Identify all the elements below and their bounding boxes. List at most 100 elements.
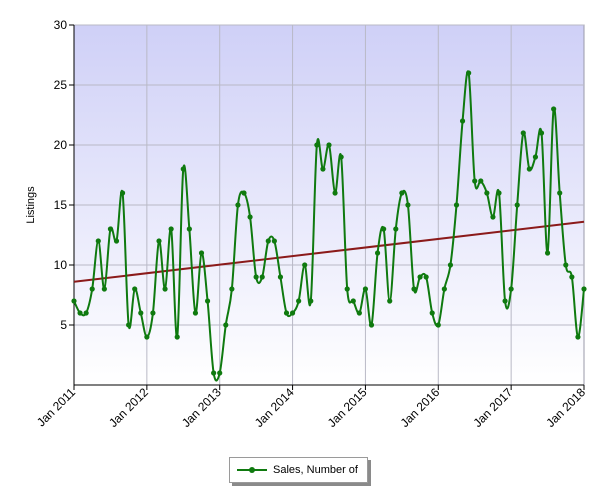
data-point — [71, 298, 77, 304]
data-point — [180, 166, 186, 172]
data-point — [551, 106, 557, 112]
data-point — [247, 214, 253, 220]
data-point — [107, 226, 114, 232]
data-point — [532, 154, 539, 160]
data-point — [453, 202, 460, 208]
data-point — [259, 274, 265, 280]
data-point — [83, 310, 89, 316]
data-point — [168, 226, 174, 232]
x-tick-label: Jan 2016 — [398, 385, 443, 430]
data-point — [423, 274, 429, 280]
data-point — [356, 310, 362, 316]
x-tick-label: Jan 2011 — [34, 385, 78, 429]
data-point — [198, 250, 205, 256]
data-point — [484, 190, 490, 196]
data-point — [95, 238, 101, 244]
y-tick-label: 20 — [54, 138, 68, 152]
data-point — [544, 250, 551, 256]
data-point — [429, 310, 435, 316]
x-tick-label: Jan 2013 — [179, 385, 224, 430]
data-point — [241, 190, 247, 196]
data-point — [132, 286, 138, 292]
legend-label: Sales, Number of — [273, 464, 358, 476]
data-point — [496, 190, 502, 196]
data-point — [399, 190, 405, 196]
x-tick-label: Jan 2014 — [252, 385, 297, 430]
data-point — [229, 286, 235, 292]
data-point — [490, 214, 496, 220]
data-point — [575, 334, 581, 340]
data-point — [381, 226, 387, 232]
data-point — [350, 298, 356, 304]
data-point — [520, 130, 526, 136]
legend-line-icon — [237, 465, 267, 475]
data-point — [563, 262, 569, 268]
data-point — [101, 286, 107, 292]
data-point — [308, 298, 314, 304]
data-point — [277, 274, 284, 280]
data-point — [514, 202, 520, 208]
trend-line — [73, 220, 585, 283]
x-tick-label: Jan 2017 — [470, 385, 515, 430]
data-point — [223, 322, 229, 328]
data-point — [478, 178, 484, 184]
data-point — [296, 298, 302, 304]
data-point — [144, 334, 150, 340]
data-point — [368, 322, 375, 328]
legend: Sales, Number of — [229, 457, 368, 483]
y-tick-label: 25 — [54, 78, 68, 92]
data-point — [374, 250, 381, 256]
data-point — [265, 238, 271, 244]
data-point — [271, 238, 277, 244]
data-point — [538, 130, 545, 136]
x-tick-label: Jan 2018 — [543, 385, 588, 430]
x-tick-label: Jan 2012 — [106, 385, 151, 430]
data-point — [192, 310, 199, 316]
data-point — [526, 166, 532, 172]
data-point — [174, 334, 180, 340]
data-point — [344, 286, 350, 292]
data-point — [557, 190, 563, 196]
y-tick-label: 10 — [54, 258, 68, 272]
data-point — [447, 262, 454, 268]
data-point — [119, 190, 126, 196]
data-point — [581, 286, 587, 292]
data-point — [235, 202, 241, 208]
data-point — [217, 370, 223, 376]
data-point — [302, 262, 308, 268]
data-point — [283, 310, 290, 316]
y-tick-label: 15 — [54, 198, 68, 212]
data-point — [156, 238, 162, 244]
data-point — [332, 190, 338, 196]
data-point — [162, 286, 168, 292]
data-point — [77, 310, 83, 316]
data-point — [472, 178, 478, 184]
y-axis-title: Listings — [25, 186, 37, 224]
data-point — [326, 142, 332, 148]
y-tick-label: 30 — [54, 18, 68, 32]
data-point — [441, 286, 447, 292]
data-point — [314, 142, 320, 148]
x-tick-label: Jan 2015 — [325, 385, 370, 430]
data-point — [289, 310, 296, 316]
data-point — [320, 166, 326, 172]
data-point — [459, 118, 466, 124]
data-point — [186, 226, 192, 232]
data-point — [253, 274, 259, 280]
data-point — [138, 310, 144, 316]
data-point — [387, 298, 393, 304]
data-point — [417, 274, 423, 280]
data-point — [393, 226, 399, 232]
data-point — [113, 238, 120, 244]
data-point — [435, 322, 441, 328]
data-point — [502, 298, 508, 304]
data-point — [211, 370, 217, 376]
data-point — [405, 202, 411, 208]
data-point — [150, 310, 156, 316]
data-point — [466, 70, 472, 76]
data-point — [569, 274, 575, 280]
data-point — [362, 286, 369, 292]
data-point — [126, 322, 132, 328]
data-point — [411, 286, 417, 292]
